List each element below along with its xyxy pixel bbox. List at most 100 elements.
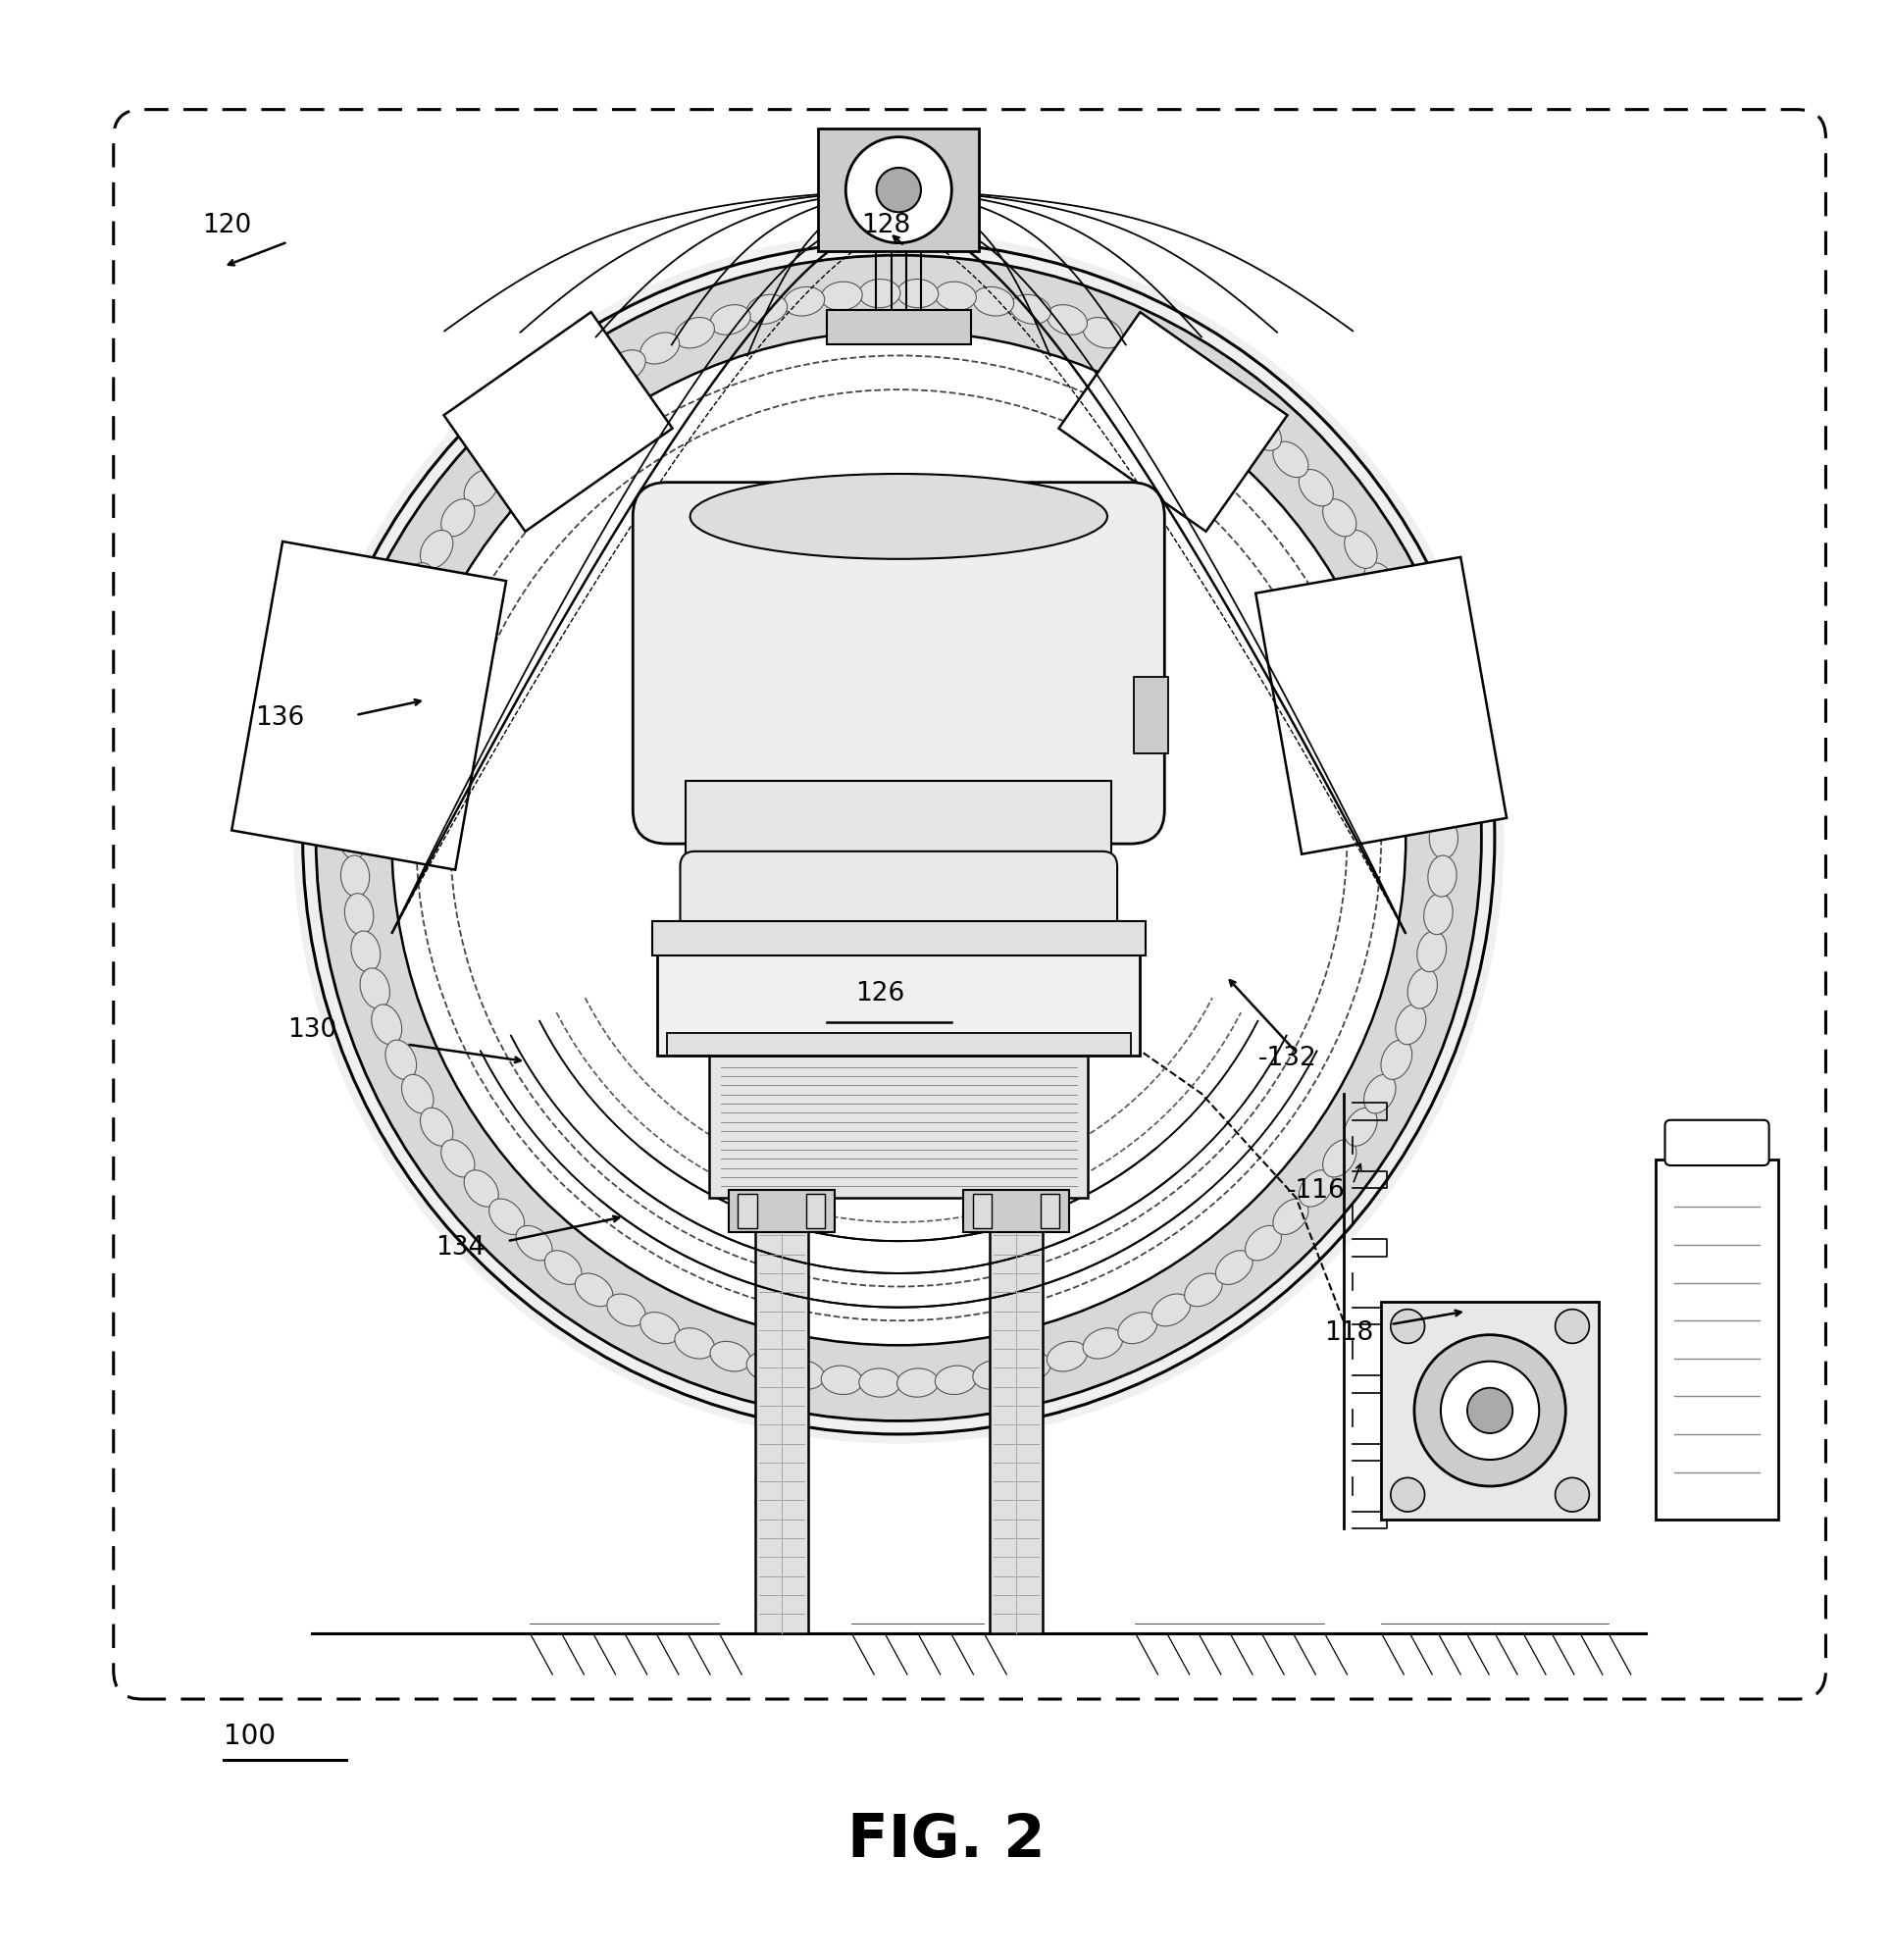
Ellipse shape [339, 817, 369, 858]
Ellipse shape [464, 1170, 498, 1207]
Bar [1133, 678, 1167, 753]
Text: 120: 120 [202, 214, 252, 239]
Ellipse shape [1010, 1352, 1050, 1382]
Ellipse shape [341, 780, 369, 821]
Bar [1381, 1301, 1599, 1519]
Circle shape [1391, 1309, 1425, 1343]
Ellipse shape [935, 1366, 976, 1394]
Bar [963, 1190, 1069, 1231]
Text: 134: 134 [435, 1235, 484, 1260]
Text: 136: 136 [255, 706, 305, 731]
Circle shape [1555, 1478, 1589, 1511]
Ellipse shape [344, 741, 373, 782]
Ellipse shape [359, 668, 390, 708]
Bar [1041, 1194, 1060, 1227]
Bar [710, 1056, 1088, 1198]
Ellipse shape [972, 1360, 1014, 1390]
Ellipse shape [1364, 1074, 1396, 1113]
Ellipse shape [897, 1368, 938, 1397]
Ellipse shape [972, 286, 1014, 316]
Ellipse shape [1118, 1311, 1158, 1345]
Ellipse shape [1300, 470, 1334, 506]
Text: 130: 130 [288, 1017, 337, 1043]
Ellipse shape [1217, 392, 1253, 425]
Circle shape [1555, 1309, 1589, 1343]
Text: 118: 118 [1324, 1319, 1374, 1345]
Ellipse shape [371, 631, 401, 672]
Ellipse shape [1428, 817, 1459, 858]
Ellipse shape [859, 1368, 901, 1397]
Ellipse shape [1408, 668, 1438, 708]
Ellipse shape [1082, 1329, 1122, 1358]
Text: FIG. 2: FIG. 2 [848, 1813, 1044, 1870]
Circle shape [1413, 1335, 1567, 1486]
Bar [972, 1194, 991, 1227]
Ellipse shape [1428, 855, 1457, 898]
Circle shape [876, 169, 921, 212]
Ellipse shape [821, 1366, 863, 1394]
Ellipse shape [341, 855, 369, 898]
Ellipse shape [1425, 741, 1453, 782]
Text: 126: 126 [855, 982, 904, 1007]
Ellipse shape [1152, 1294, 1190, 1327]
Bar [651, 921, 1145, 955]
Ellipse shape [344, 894, 373, 935]
Ellipse shape [488, 441, 524, 478]
Ellipse shape [352, 931, 380, 972]
Ellipse shape [821, 282, 863, 310]
Ellipse shape [1184, 1274, 1222, 1307]
Ellipse shape [1408, 968, 1438, 1009]
Ellipse shape [545, 1250, 581, 1284]
Ellipse shape [1381, 596, 1411, 637]
Ellipse shape [1046, 304, 1088, 335]
Ellipse shape [488, 1200, 524, 1235]
Ellipse shape [747, 294, 787, 323]
Polygon shape [1256, 557, 1506, 855]
Ellipse shape [1082, 318, 1122, 349]
Ellipse shape [1381, 1041, 1411, 1080]
Ellipse shape [1417, 704, 1445, 745]
Ellipse shape [545, 392, 581, 425]
Bar [755, 1198, 808, 1633]
Circle shape [1391, 1478, 1425, 1511]
Circle shape [1468, 1388, 1512, 1433]
Bar [728, 1190, 834, 1231]
Ellipse shape [1364, 563, 1396, 602]
Ellipse shape [691, 474, 1107, 559]
Ellipse shape [897, 278, 938, 308]
Ellipse shape [1245, 1225, 1281, 1260]
Ellipse shape [1417, 931, 1445, 972]
Bar [806, 1194, 825, 1227]
Ellipse shape [352, 704, 380, 745]
Ellipse shape [1396, 631, 1427, 672]
Ellipse shape [420, 1107, 452, 1147]
Ellipse shape [1323, 500, 1357, 537]
Ellipse shape [1273, 1200, 1309, 1235]
Ellipse shape [401, 1074, 433, 1113]
Bar [990, 1198, 1042, 1633]
Ellipse shape [607, 351, 645, 382]
Polygon shape [231, 541, 507, 870]
Ellipse shape [575, 370, 613, 404]
Bar [658, 933, 1139, 1056]
Bar [1656, 1160, 1778, 1519]
Ellipse shape [675, 1329, 715, 1358]
Ellipse shape [1046, 1341, 1088, 1372]
Ellipse shape [401, 563, 433, 602]
Polygon shape [445, 312, 672, 531]
Ellipse shape [1217, 1250, 1253, 1284]
Ellipse shape [1323, 1139, 1357, 1178]
Ellipse shape [1345, 1107, 1377, 1147]
Ellipse shape [420, 531, 452, 568]
Bar [738, 1194, 757, 1227]
Ellipse shape [783, 1360, 825, 1390]
Text: 128: 128 [861, 214, 910, 239]
Circle shape [1442, 1362, 1538, 1460]
Ellipse shape [1152, 351, 1190, 382]
Ellipse shape [1010, 294, 1050, 323]
Ellipse shape [575, 1274, 613, 1307]
Ellipse shape [371, 1004, 401, 1045]
Wedge shape [316, 255, 1481, 1421]
Ellipse shape [935, 282, 976, 310]
FancyBboxPatch shape [1665, 1119, 1769, 1166]
